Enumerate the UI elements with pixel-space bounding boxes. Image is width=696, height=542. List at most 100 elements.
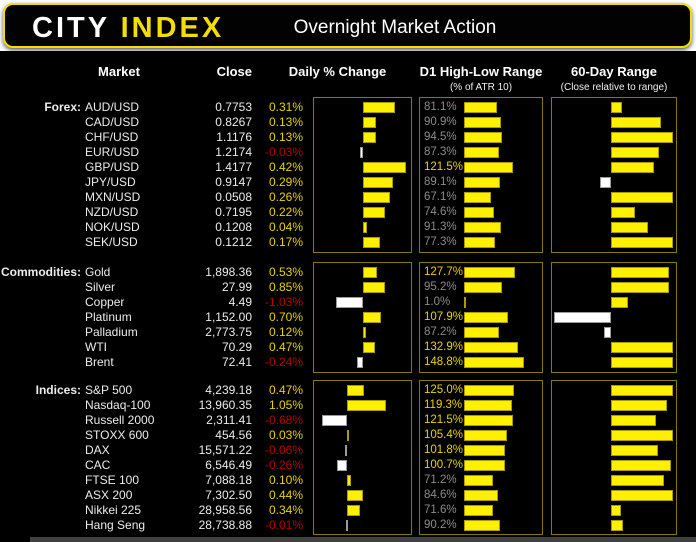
daily-change-bar [344, 445, 347, 456]
close-value: 28,958.56 [198, 503, 252, 517]
market-name: ASX 200 [85, 488, 133, 502]
daily-pct-value: -0.26% [264, 458, 303, 472]
d1-range-bar [464, 460, 505, 471]
close-value: 13,960.35 [198, 398, 252, 412]
group-label: Commodities: [0, 265, 81, 279]
market-name: Nikkei 225 [85, 503, 142, 517]
d1-range-pct-label: 71.6% [424, 504, 457, 516]
market-name: Copper [85, 295, 125, 309]
daily-change-bar [363, 207, 385, 218]
daily-change-bar [347, 385, 364, 396]
close-value: 1.1176 [216, 130, 252, 144]
daily-change-bar [363, 342, 375, 353]
daily-change-bar [347, 505, 360, 516]
column-header-market: Market [98, 64, 140, 79]
d1-range-pct-label: 121.5% [424, 414, 464, 426]
daily-pct-value: 0.42% [268, 160, 303, 174]
d1-range-pct-label: 119.3% [424, 399, 463, 411]
d1-range-bar [464, 385, 514, 396]
d1-range-pct-label: 81.1% [424, 101, 457, 113]
daily-change-bar [363, 237, 380, 248]
market-name: WTI [85, 340, 107, 354]
daily-pct-value: 0.47% [268, 340, 303, 354]
logo-index-text: INDEX [120, 12, 225, 44]
range60-bar [604, 327, 611, 338]
market-name: SEK/USD [85, 235, 138, 249]
d1-range-bar [464, 102, 497, 113]
range60-chart-commodities [551, 262, 677, 373]
range60-bar [611, 102, 622, 113]
daily-pct-value: -1.03% [264, 295, 303, 309]
d1-range-bar [464, 297, 466, 308]
range60-bar [611, 357, 673, 368]
market-name: GBP/USD [85, 160, 140, 174]
daily-pct-value: 0.47% [268, 383, 303, 397]
d1-range-bar [464, 475, 493, 486]
close-value: 70.29 [221, 340, 252, 354]
close-value: 72.41 [221, 355, 252, 369]
market-name: FTSE 100 [85, 473, 140, 487]
d1-range-pct-label: 127.7% [424, 266, 464, 278]
d1-range-pct-label: 101.8% [424, 444, 464, 456]
d1-range-bar [464, 147, 499, 158]
column-header-60day-range: 60-Day Range [571, 64, 657, 79]
daily-change-chart-indices [313, 380, 412, 535]
column-header-close: Close [216, 64, 252, 79]
d1-range-pct-label: 125.0% [424, 384, 464, 396]
daily-pct-value: 0.12% [268, 325, 303, 339]
daily-pct-value: 0.29% [268, 175, 303, 189]
daily-pct-value: 0.31% [268, 100, 303, 114]
close-value: 1,898.36 [205, 265, 252, 279]
close-value: 2,311.41 [206, 413, 252, 427]
close-value: 0.7195 [215, 205, 252, 219]
range60-bar [611, 162, 654, 173]
d1-range-bar [464, 415, 513, 426]
column-subheader-d1-range: (% of ATR 10) [449, 82, 513, 93]
daily-pct-value: 0.85% [268, 280, 303, 294]
range60-bar [611, 297, 628, 308]
logo-city-text: CITY [32, 12, 110, 44]
d1-range-pct-label: 95.2% [424, 281, 457, 293]
daily-change-bar [363, 117, 376, 128]
close-value: 0.9147 [215, 175, 252, 189]
d1-range-bar [464, 357, 524, 368]
d1-range-bar [464, 400, 512, 411]
d1-range-pct-label: 90.9% [424, 116, 457, 128]
d1-range-pct-label: 132.9% [424, 341, 464, 353]
d1-range-pct-label: 84.6% [424, 489, 457, 501]
daily-pct-value: 0.70% [268, 310, 303, 324]
daily-pct-value: 0.26% [268, 190, 303, 204]
d1-range-bar [464, 192, 491, 203]
range60-bar [611, 475, 664, 486]
range60-bar [611, 415, 656, 426]
range60-bar [611, 132, 673, 143]
daily-change-bar [359, 147, 363, 158]
range60-bar [554, 312, 611, 323]
d1-range-chart-commodities: 127.7% 95.2% 1.0% 107.9% 87.2% 132.9% 148.8% [419, 262, 543, 373]
d1-range-bar [464, 177, 500, 188]
market-name: NZD/USD [85, 205, 139, 219]
d1-range-pct-label: 71.2% [424, 474, 457, 486]
market-name: CHF/USD [85, 130, 139, 144]
market-name: EUR/USD [85, 145, 140, 159]
d1-range-pct-label: 77.3% [424, 236, 457, 248]
daily-pct-value: 0.44% [268, 488, 303, 502]
market-name: Nasdaq-100 [85, 398, 151, 412]
daily-pct-value: 0.13% [268, 115, 303, 129]
daily-pct-value: 0.04% [268, 220, 303, 234]
range60-bar [611, 385, 673, 396]
column-header-d1-range: D1 High-Low Range [419, 64, 543, 79]
daily-change-bar [363, 222, 367, 233]
daily-pct-value: -0.68% [264, 413, 303, 427]
daily-change-bar [356, 357, 363, 368]
close-value: 0.0508 [215, 190, 252, 204]
daily-pct-value: 0.03% [268, 428, 303, 442]
header-bar: CITY INDEX Overnight Market Action [3, 3, 692, 48]
daily-change-bar [363, 102, 395, 113]
close-value: 7,088.18 [205, 473, 252, 487]
close-value: 7,302.50 [205, 488, 252, 502]
close-value: 28,738.88 [198, 518, 252, 532]
d1-range-bar [464, 490, 498, 501]
close-value: 0.7753 [215, 100, 252, 114]
